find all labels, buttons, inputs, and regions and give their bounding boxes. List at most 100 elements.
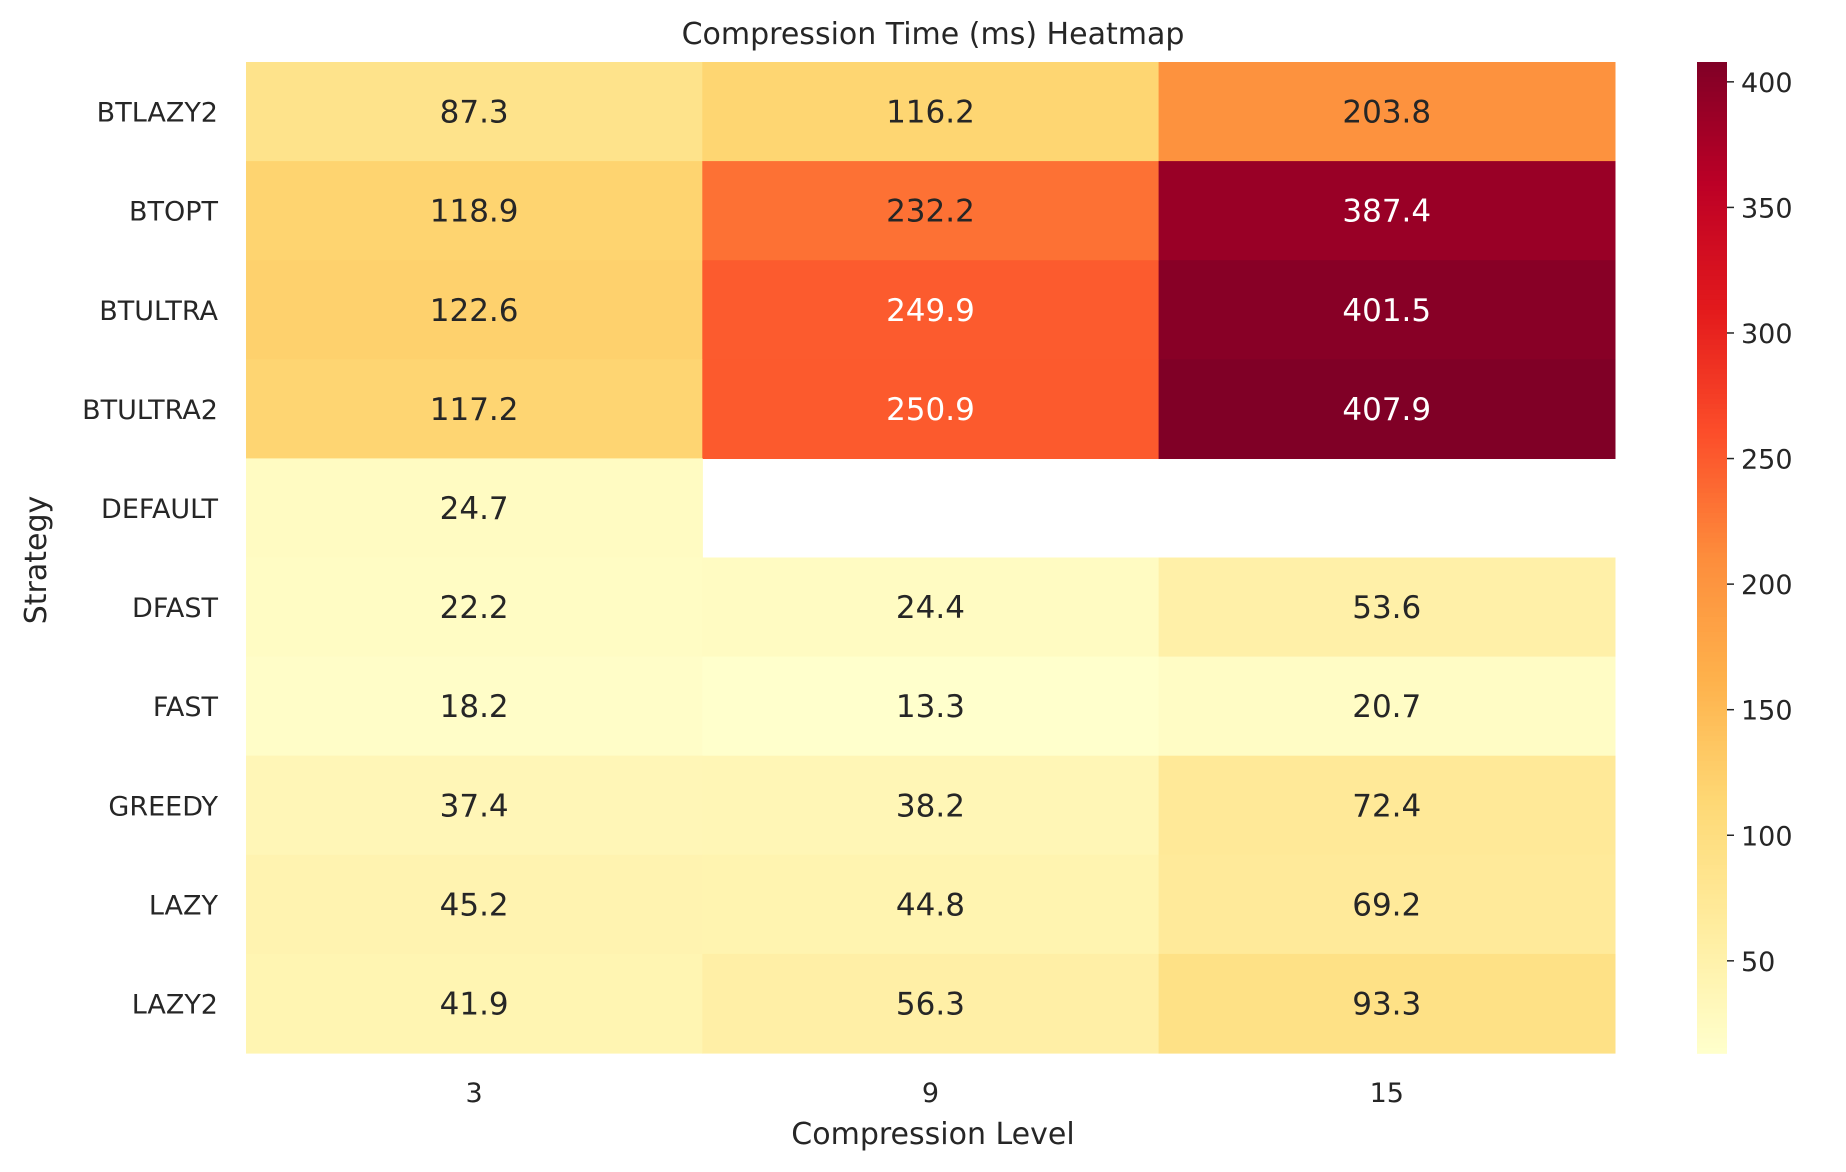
colorbar-segment [1697,810,1727,816]
colorbar-segment [1697,681,1727,688]
y-tick-label: DFAST [132,593,218,624]
colorbar-segment [1697,552,1727,559]
colorbar-segment [1697,146,1727,152]
colorbar-segment [1697,963,1727,970]
colorbar-segment [1697,968,1727,975]
colorbar-segment [1697,735,1727,742]
colorbar-segment [1697,448,1727,455]
colorbar-segment [1697,557,1727,564]
colorbar-segment [1697,393,1727,400]
heatmap-cell [246,557,703,658]
colorbar-segment [1697,230,1727,237]
colorbar-segment [1697,889,1727,896]
colorbar-segment [1697,180,1727,187]
colorbar-segment [1697,86,1727,93]
colorbar-segment [1697,943,1727,950]
colorbar-segment [1697,329,1727,336]
colorbar-segment [1697,864,1727,871]
colorbar-segment [1697,686,1727,693]
colorbar-segment [1697,924,1727,930]
colorbar-segment [1697,294,1727,301]
colorbar-segment [1697,428,1727,435]
colorbar-segment [1697,706,1727,712]
colorbar-segment [1697,547,1727,554]
colorbar-segment [1697,567,1727,574]
colorbar-segment [1697,666,1727,673]
heatmap-cell [702,755,1160,856]
y-axis-label: Strategy [19,496,54,625]
cell-value-label: 93.3 [1352,986,1421,1022]
heatmap-cell [246,854,703,955]
colorbar-tick-label: 250 [1741,445,1793,476]
heatmap-cell [702,656,1160,757]
colorbar-segment [1697,384,1727,390]
cell-value-label: 24.4 [896,590,965,626]
cell-value-label: 38.2 [896,788,965,824]
colorbar-segment [1697,255,1727,261]
colorbar-segment [1697,463,1727,470]
chart-title: Compression Time (ms) Heatmap [682,17,1185,52]
colorbar-segment [1697,562,1727,569]
colorbar-segment [1697,869,1727,876]
colorbar-segment [1697,795,1727,802]
y-tick-label: BTLAZY2 [97,98,218,129]
colorbar-tick-label: 350 [1741,193,1793,224]
colorbar-segment [1697,745,1727,752]
colorbar-segment [1697,106,1727,113]
colorbar-segment [1697,1038,1727,1044]
colorbar-segment [1697,725,1727,732]
colorbar-segment [1697,81,1727,88]
colorbar-segment [1697,265,1727,271]
colorbar-segment [1697,309,1727,316]
colorbar-segment [1697,443,1727,450]
colorbar-segment [1697,834,1727,841]
colorbar-tick-label: 100 [1741,821,1793,852]
heatmap-cell [246,656,703,757]
colorbar-segment [1697,299,1727,306]
colorbar-segment [1697,379,1727,385]
colorbar-segment [1697,770,1727,777]
colorbar-segment [1697,820,1727,826]
cell-value-label: 22.2 [440,590,509,626]
colorbar-segment [1697,66,1727,73]
colorbar-segment [1697,235,1727,242]
cell-value-label: 117.2 [430,392,519,428]
cell-value-label: 18.2 [440,689,509,725]
colorbar-segment [1697,493,1727,499]
colorbar-segment [1697,656,1727,663]
colorbar-segment [1697,245,1727,252]
heatmap-cell [1158,656,1616,757]
colorbar-segment [1697,512,1727,519]
colorbar-segment [1697,626,1727,633]
colorbar-segment [1697,250,1727,257]
colorbar-segment [1697,270,1727,276]
colorbar-segment [1697,324,1727,331]
cell-value-label: 13.3 [896,689,965,725]
heatmap-cell [1158,755,1616,856]
colorbar-segment [1697,909,1727,916]
cell-value-label: 37.4 [440,788,509,824]
colorbar-segment [1697,339,1727,346]
heatmap-cell [702,854,1160,955]
colorbar-segment [1697,478,1727,484]
colorbar-segment [1697,240,1727,247]
heatmap-cell [1158,953,1616,1054]
colorbar-segment [1697,790,1727,797]
y-tick-label: BTULTRA [99,296,218,327]
cell-value-label: 56.3 [896,986,965,1022]
cell-value-label: 53.6 [1352,590,1421,626]
colorbar-segment [1697,904,1727,911]
y-tick-label: BTOPT [129,197,219,228]
y-axis-ticks: BTLAZY2 BTOPT BTULTRA BTULTRA2 DEFAULT DFAST F… [82,98,219,1021]
colorbar-segment [1697,284,1727,291]
heatmap-cell [1158,62,1616,162]
colorbar-segment [1697,621,1727,628]
colorbar-segment [1697,389,1727,395]
colorbar-segment [1697,96,1727,103]
colorbar-segment [1697,488,1727,494]
colorbar-tick-label: 200 [1741,570,1793,601]
colorbar-segment [1697,418,1727,425]
colorbar-segment [1697,919,1727,925]
x-axis-label: Compression Level [791,1117,1074,1152]
